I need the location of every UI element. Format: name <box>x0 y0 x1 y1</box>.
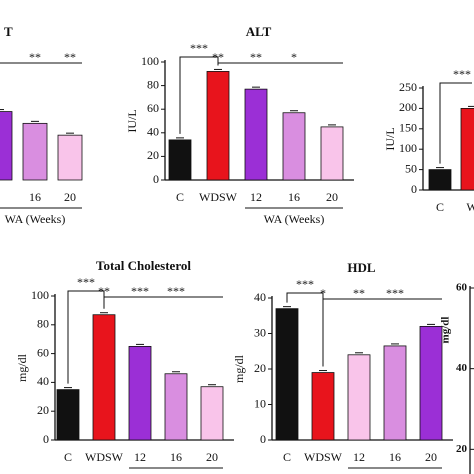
x-tick-label: 16 <box>29 190 41 204</box>
bar <box>320 126 344 181</box>
bar <box>0 111 13 181</box>
x-tick-label: C <box>176 190 184 204</box>
y-tick-label: 60 <box>37 345 49 359</box>
significance: *** <box>131 284 149 298</box>
y-tick-label: 0 <box>260 432 266 446</box>
y-axis-label: IU/L <box>383 127 397 150</box>
x-tick-label: 20 <box>206 450 218 464</box>
significance: ** <box>64 50 76 64</box>
x-tick-label: 12 <box>134 450 146 464</box>
y-tick-label: 80 <box>37 317 49 331</box>
y-tick-label: 40 <box>254 290 266 304</box>
x-tick-label: 16 <box>170 450 182 464</box>
significance: * <box>320 286 326 300</box>
x-tick-label: 12 <box>353 450 365 464</box>
x-tick-label: W <box>466 200 474 214</box>
x-axis-label: WA (Weeks) <box>146 472 207 474</box>
bar <box>428 169 452 191</box>
y-tick-label: 100 <box>31 288 49 302</box>
y-tick-label: 40 <box>456 362 468 374</box>
bar <box>244 88 268 181</box>
y-tick-label: 40 <box>37 374 49 388</box>
y-tick-label: 50 <box>405 161 417 175</box>
bracket <box>439 82 472 164</box>
x-tick-label: 16 <box>288 190 300 204</box>
significance: ** <box>29 50 41 64</box>
bar <box>22 122 48 181</box>
bar <box>347 354 371 441</box>
significance: ** <box>98 284 110 298</box>
bar <box>460 108 474 191</box>
bracket <box>286 292 324 367</box>
significance: ** <box>250 50 262 64</box>
significance: *** <box>453 67 471 81</box>
y-axis-label: mg/dl <box>440 317 452 344</box>
bracket <box>179 56 219 134</box>
bar <box>311 372 335 441</box>
y-tick-label: 20 <box>254 361 266 375</box>
significance: *** <box>386 286 404 300</box>
x-tick-label: 16 <box>389 450 401 464</box>
bar <box>282 112 306 181</box>
significance: *** <box>167 284 185 298</box>
y-tick-label: 20 <box>147 148 159 162</box>
significance: ** <box>212 50 224 64</box>
bracket <box>67 290 105 384</box>
y-tick-label: 20 <box>37 403 49 417</box>
chart-title: Total Cholesterol <box>96 258 191 273</box>
bar <box>206 71 230 181</box>
bar <box>383 345 407 441</box>
x-axis-label: WA (Weeks) <box>365 472 426 474</box>
bar <box>56 389 80 441</box>
y-tick-label: 0 <box>43 432 49 446</box>
y-tick-label: 10 <box>254 396 266 410</box>
bar <box>92 314 116 441</box>
x-tick-label: C <box>436 200 444 214</box>
y-axis-label: IU/L <box>125 109 139 132</box>
y-axis-label: mg/dl <box>15 353 29 382</box>
y-tick-label: 100 <box>141 54 159 68</box>
x-tick-label: C <box>64 450 72 464</box>
significance: *** <box>190 41 208 55</box>
y-tick-label: 250 <box>399 80 417 94</box>
y-tick-label: 80 <box>147 77 159 91</box>
bar <box>200 386 224 441</box>
x-axis-label: WA (Weeks) <box>5 212 66 226</box>
y-tick-label: 60 <box>456 282 468 294</box>
bar <box>57 134 83 181</box>
x-tick-label: 20 <box>425 450 437 464</box>
y-tick-label: 0 <box>411 182 417 196</box>
x-axis-label: WA (Weeks) <box>264 212 325 226</box>
y-tick-label: 100 <box>399 141 417 155</box>
y-tick-label: 20 <box>456 443 468 455</box>
significance: *** <box>296 277 314 291</box>
y-tick-label: 40 <box>147 125 159 139</box>
y-tick-label: 200 <box>399 100 417 114</box>
x-tick-label: WDSW <box>304 450 343 464</box>
chart-title: HDL <box>347 260 376 275</box>
y-tick-label: 0 <box>153 172 159 186</box>
bar <box>419 325 443 441</box>
x-tick-label: C <box>283 450 291 464</box>
y-axis-label: mg/dl <box>232 354 246 383</box>
bar <box>164 373 188 441</box>
y-tick-label: 150 <box>399 121 417 135</box>
significance: * <box>291 50 297 64</box>
chart-title: ALT <box>246 24 272 39</box>
bar <box>128 345 152 441</box>
y-tick-label: 30 <box>254 325 266 339</box>
x-tick-label: 20 <box>64 190 76 204</box>
significance: *** <box>77 275 95 289</box>
chart-title: T <box>4 24 13 39</box>
x-tick-label: 12 <box>250 190 262 204</box>
x-tick-label: WDSW <box>199 190 238 204</box>
x-tick-label: 20 <box>326 190 338 204</box>
y-tick-label: 60 <box>147 101 159 115</box>
significance: ** <box>353 286 365 300</box>
x-tick-label: WDSW <box>85 450 124 464</box>
bar <box>275 308 299 441</box>
bar <box>168 139 192 181</box>
